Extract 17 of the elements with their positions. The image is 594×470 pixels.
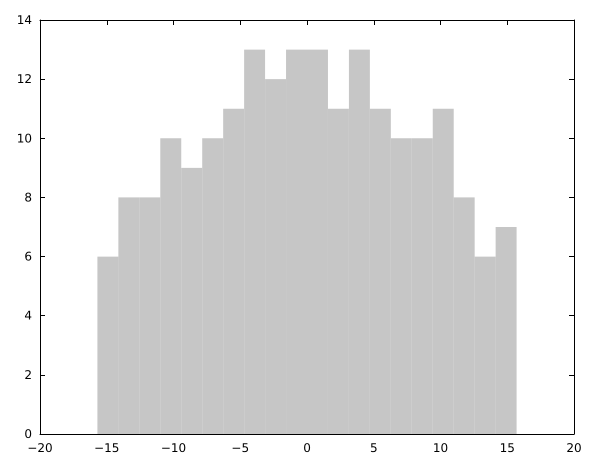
y-tick-label: 4 xyxy=(24,308,32,323)
x-tick-label: −5 xyxy=(231,441,250,455)
y-tick-label: 10 xyxy=(16,131,32,146)
x-tick-label: −15 xyxy=(94,441,120,455)
x-tick-label: −10 xyxy=(160,441,186,455)
x-tick-label: 15 xyxy=(500,441,515,455)
y-tick-label: 12 xyxy=(16,72,32,86)
x-tick-label: 20 xyxy=(566,441,582,455)
y-tick-label: 14 xyxy=(16,13,32,27)
y-tick-label: 0 xyxy=(24,427,32,441)
x-tick-label: 5 xyxy=(370,441,378,455)
y-tick-label: 6 xyxy=(24,250,32,264)
x-tick-label: 10 xyxy=(432,441,448,455)
x-tick-label: −20 xyxy=(27,441,53,455)
y-tick-label: 2 xyxy=(24,368,32,382)
y-tick-label: 8 xyxy=(24,190,32,204)
x-tick-label: 0 xyxy=(303,441,311,455)
